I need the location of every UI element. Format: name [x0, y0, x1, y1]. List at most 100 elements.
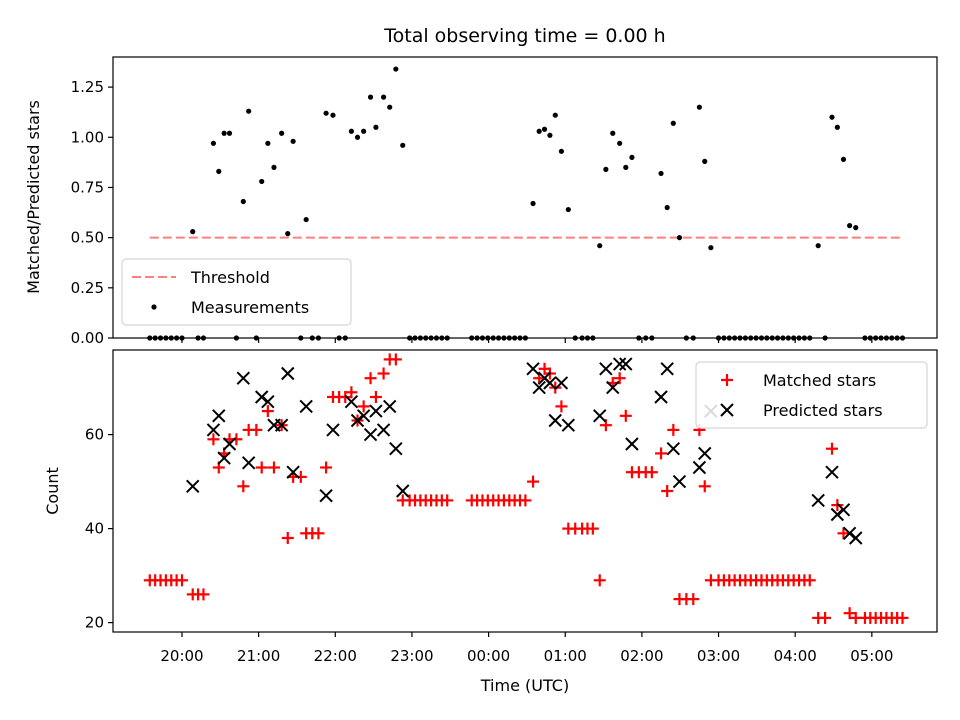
matched-point [377, 367, 390, 380]
measurement-point [702, 158, 708, 164]
measurement-point [265, 140, 271, 146]
matched-point [320, 461, 333, 474]
matched-point [345, 386, 358, 399]
measurement-point [387, 104, 393, 110]
measurement-point [536, 128, 542, 134]
predicted-point [212, 409, 226, 423]
measurement-point [210, 140, 217, 146]
measurement-point [552, 112, 558, 118]
measurement-point [541, 126, 548, 132]
predicted-point [344, 394, 359, 409]
matched-point [619, 409, 632, 422]
predicted-point [286, 465, 300, 479]
measurement-point [597, 243, 603, 249]
measurement-point [676, 235, 683, 241]
bottom-y-tick-label: 40 [85, 520, 104, 538]
predicted-point [526, 362, 540, 376]
x-tick-label: 03:00 [697, 647, 740, 665]
measurement-point [670, 120, 676, 126]
bottom-y-axis-label: Count [43, 467, 62, 515]
x-tick-label: 20:00 [160, 647, 203, 665]
predicted-point [261, 394, 275, 409]
top-panel: 0.00 0.25 0.50 0.75 1.00 1.25 Matched/Predict… [24, 56, 938, 347]
matched-point [837, 527, 850, 540]
measurement-point [246, 108, 252, 114]
measurement-point [603, 166, 609, 172]
measurement-point [190, 229, 196, 235]
predicted-point [692, 460, 707, 475]
predicted-point [619, 357, 633, 371]
matched-point [527, 475, 540, 488]
predicted-point [543, 376, 557, 390]
matched-point [831, 499, 844, 512]
measurement-point [708, 245, 714, 251]
measurement-point [367, 94, 374, 100]
measurement-point [216, 168, 222, 175]
matched-point [843, 607, 856, 620]
matched-point [281, 532, 294, 544]
measurement-point [285, 231, 291, 237]
predicted-point [356, 409, 371, 423]
predicted-point [326, 423, 340, 437]
predicted-point [849, 531, 863, 545]
predicted-point [363, 427, 378, 442]
x-tick-label: 02:00 [620, 647, 663, 665]
predicted-point [606, 380, 620, 395]
measurement-point [290, 138, 296, 144]
x-tick-label: 23:00 [390, 647, 433, 665]
legend-predicted-swatch [720, 403, 734, 417]
matched-point [687, 593, 700, 606]
predicted-point [389, 441, 403, 456]
predicted-point [666, 441, 681, 456]
measurement-point [530, 200, 536, 207]
matched-point [593, 574, 606, 587]
predicted-point [236, 371, 251, 385]
matched-point [803, 574, 816, 587]
measurement-point [629, 154, 635, 160]
top-y-tick-label: 0.75 [71, 178, 104, 196]
predicted-point [825, 465, 839, 479]
measurement-point [323, 110, 329, 116]
predicted-point [548, 413, 562, 428]
matched-point [312, 527, 325, 540]
matched-point [896, 611, 909, 624]
matched-point [207, 433, 220, 446]
matched-point [586, 522, 599, 535]
measurement-point [240, 198, 246, 205]
predicted-point [241, 456, 256, 470]
measurement-point [847, 223, 853, 229]
measurement-point [617, 140, 623, 146]
top-y-tick-label: 0.00 [71, 329, 104, 347]
measurement-point [380, 94, 387, 100]
matched-point [441, 494, 454, 507]
matched-point [364, 372, 377, 385]
measurement-point [840, 156, 847, 162]
bottom-y-tick-label: 20 [85, 614, 104, 632]
measurement-point [853, 225, 859, 231]
legend-matched-swatch [721, 374, 733, 386]
x-tick-label: 22:00 [314, 647, 357, 665]
matched-point [250, 423, 263, 436]
predicted-point [299, 399, 313, 414]
measurement-point [259, 178, 265, 185]
x-tick-label: 21:00 [237, 647, 280, 665]
matched-point [825, 442, 838, 455]
matched-point [339, 391, 352, 403]
top-y-tick-label: 0.50 [71, 229, 104, 247]
matched-point [369, 391, 382, 403]
legend-threshold-label: Threshold [190, 268, 270, 287]
measurement-point [696, 104, 702, 110]
top-y-axis-label: Matched/Predicted stars [24, 100, 43, 294]
top-legend: Threshold Measurements [121, 258, 352, 326]
predicted-point [561, 418, 576, 432]
predicted-point [206, 423, 221, 437]
measurement-point [393, 66, 399, 72]
predicted-point [369, 404, 383, 418]
predicted-point [396, 484, 410, 498]
measurement-point [558, 148, 565, 154]
predicted-point [222, 437, 237, 451]
top-y-tick-label: 1.00 [71, 128, 104, 146]
measurement-point [361, 128, 367, 134]
predicted-point [554, 376, 569, 390]
